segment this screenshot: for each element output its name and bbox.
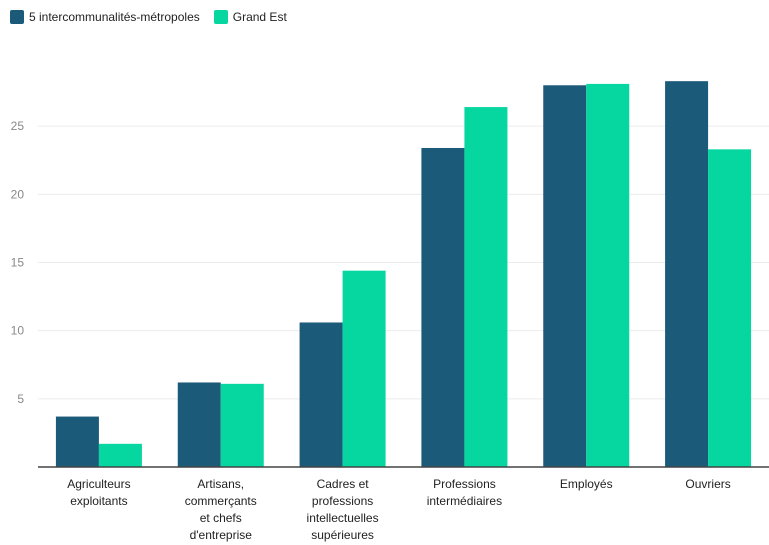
legend-item-series-2: Grand Est (213, 10, 287, 24)
bar (98, 443, 142, 467)
x-tick-label: Employés (560, 477, 613, 491)
legend-label-series-2: Grand Est (232, 10, 287, 24)
y-tick-label: 10 (11, 324, 25, 338)
y-tick-label: 5 (17, 392, 24, 406)
bar (220, 383, 264, 467)
x-tick-label: Ouvriers (685, 477, 730, 491)
y-tick-label: 15 (11, 256, 25, 270)
x-tick-label: Cadres et professions intellectuelles supér… (307, 477, 379, 542)
bar (421, 147, 465, 468)
legend-swatch-series-1 (10, 10, 24, 24)
y-tick-label: 20 (11, 187, 25, 201)
bar (665, 81, 709, 467)
x-tick-label: Professions intermédiaires (427, 477, 502, 508)
bar (177, 382, 221, 467)
bar (55, 416, 99, 467)
bar (342, 270, 386, 467)
legend-item-series-1: 5 intercommunalités-métropoles (10, 10, 200, 24)
x-tick-label: Artisans, commerçants et chefs d'entreprise (185, 477, 257, 542)
bar (586, 83, 630, 468)
bar (708, 149, 752, 468)
legend-label-series-1: 5 intercommunalités-métropoles (29, 10, 200, 24)
bar (464, 107, 508, 467)
legend-swatch-series-2 (213, 10, 228, 24)
x-tick-label: Agriculteurs exploitants (67, 477, 130, 508)
chart-legend: 5 intercommunalités-métropoles Grand Est (10, 10, 301, 24)
bar (543, 85, 587, 468)
y-tick-label: 25 (11, 119, 25, 133)
bar (299, 322, 343, 467)
